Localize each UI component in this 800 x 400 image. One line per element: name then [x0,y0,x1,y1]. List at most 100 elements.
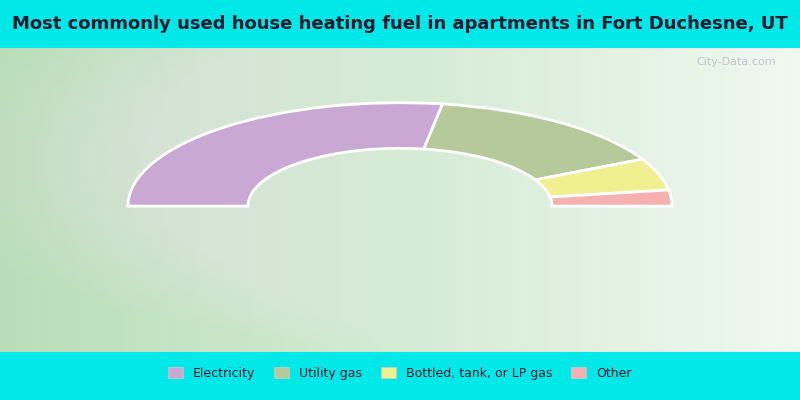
Bar [342,48,344,352]
Bar [640,48,642,352]
Bar [234,48,238,352]
Bar [688,48,690,352]
Bar [118,48,120,352]
Bar [474,48,478,352]
Bar [664,48,666,352]
Bar [552,48,554,352]
Bar [192,48,194,352]
Bar [754,48,758,352]
Bar [518,48,520,352]
Bar [734,48,736,352]
Bar [130,48,134,352]
Bar [710,48,712,352]
Bar [782,48,784,352]
Bar [74,48,78,352]
Bar [704,48,706,352]
Bar [306,48,310,352]
Bar [208,48,210,352]
Bar [618,48,622,352]
Bar [56,48,58,352]
Bar [472,48,474,352]
Bar [14,48,16,352]
Bar [454,48,456,352]
Bar [462,48,464,352]
Bar [752,48,754,352]
Bar [616,48,618,352]
Bar [24,48,26,352]
Bar [38,48,40,352]
Bar [502,48,504,352]
Bar [514,48,518,352]
Bar [608,48,610,352]
Bar [198,48,200,352]
Bar [760,48,762,352]
Bar [706,48,710,352]
Bar [176,48,178,352]
Bar [174,48,176,352]
Bar [528,48,530,352]
Bar [624,48,626,352]
Bar [626,48,630,352]
Bar [408,48,410,352]
Bar [712,48,714,352]
Bar [312,48,314,352]
Bar [54,48,56,352]
Bar [746,48,750,352]
Bar [422,48,424,352]
Bar [170,48,174,352]
Bar [494,48,496,352]
Wedge shape [550,190,672,206]
Bar [152,48,154,352]
Bar [730,48,734,352]
Bar [478,48,480,352]
Bar [190,48,192,352]
Bar [536,48,538,352]
Bar [482,48,486,352]
Bar [496,48,498,352]
Bar [798,48,800,352]
Bar [214,48,216,352]
Bar [88,48,90,352]
Bar [402,48,406,352]
Bar [298,48,302,352]
Bar [480,48,482,352]
Bar [98,48,102,352]
Bar [630,48,632,352]
Bar [440,48,442,352]
Bar [694,48,696,352]
Bar [158,48,160,352]
Bar [82,48,86,352]
Bar [720,48,722,352]
Bar [16,48,18,352]
Bar [430,48,432,352]
Bar [696,48,698,352]
Bar [248,48,250,352]
Bar [6,48,8,352]
Bar [90,48,94,352]
Bar [262,48,264,352]
Bar [282,48,286,352]
Bar [168,48,170,352]
Bar [414,48,416,352]
Bar [416,48,418,352]
Bar [226,48,230,352]
Bar [682,48,686,352]
Bar [96,48,98,352]
Bar [330,48,334,352]
Bar [784,48,786,352]
Bar [86,48,88,352]
Bar [666,48,670,352]
Bar [442,48,446,352]
Bar [318,48,320,352]
Bar [150,48,152,352]
Bar [398,48,400,352]
Bar [66,48,70,352]
Bar [698,48,702,352]
Bar [610,48,614,352]
Bar [186,48,190,352]
Bar [632,48,634,352]
Bar [352,48,354,352]
Bar [46,48,48,352]
Bar [206,48,208,352]
Bar [310,48,312,352]
